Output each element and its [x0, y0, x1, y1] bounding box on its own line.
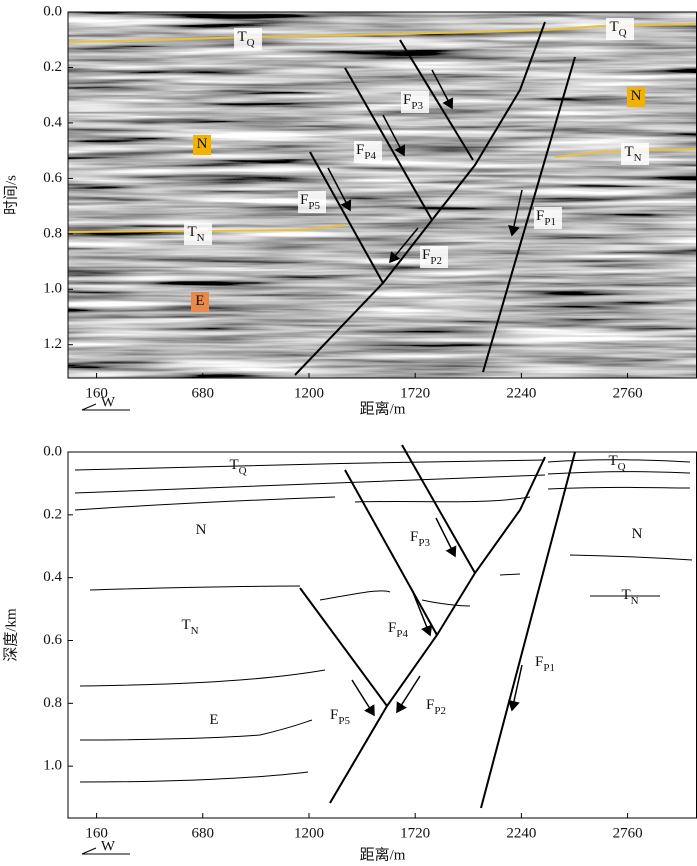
x-tick-label: 1200 [294, 385, 324, 401]
annotation-sub: Q [239, 465, 247, 477]
horizon [90, 555, 692, 606]
annotation-sub: N [197, 232, 205, 244]
annotation: E [209, 712, 218, 728]
annotation-sub: P4 [396, 628, 408, 640]
y-tick-label: 0.6 [43, 632, 62, 648]
y-axis-label: 时间/s [2, 175, 19, 215]
annotation-text: T [609, 19, 618, 35]
annotation-text: F [403, 92, 411, 108]
annotation: E [195, 293, 204, 309]
arrow [397, 676, 420, 712]
y-tick-label: 1.2 [43, 336, 62, 352]
x-axis-label: 距离/m [360, 400, 406, 417]
x-axis-label: 距离/m [360, 846, 406, 863]
annotation-text: N [197, 136, 208, 152]
annotation-text: T [237, 29, 246, 45]
y-tick-label: 1.0 [43, 758, 62, 774]
annotation-text: F [422, 247, 430, 263]
x-tick-label: 1720 [400, 385, 430, 401]
annotation-text: F [330, 707, 338, 723]
annotation: N [632, 526, 643, 542]
annotation-text: T [181, 617, 190, 633]
annotation-sub: Q [619, 27, 627, 39]
annotation-text: T [621, 587, 630, 603]
annotation-text: F [410, 529, 418, 545]
fault-fp5 [300, 588, 387, 706]
seismic-panel [68, 12, 697, 378]
arrow [412, 590, 430, 635]
annotation-sub: P2 [434, 705, 446, 717]
annotation-text: E [195, 293, 204, 309]
annotation-sub: N [191, 625, 199, 637]
horizon [75, 472, 690, 493]
annotation-text: E [209, 712, 218, 728]
figure: 0.00.20.40.60.81.01.21606801200172022402… [0, 0, 697, 866]
annotation-sub: Q [618, 461, 626, 473]
y-tick-label: 0.8 [43, 695, 62, 711]
y-tick-label: 0.8 [43, 225, 62, 241]
annotation-sub: P5 [338, 715, 350, 727]
annotation-text: N [631, 88, 642, 104]
plot-frame [68, 452, 697, 818]
annotation-text: N [632, 526, 643, 542]
y-tick-label: 1.0 [43, 281, 62, 297]
annotation-sub: N [634, 152, 642, 164]
x-tick-label: 680 [192, 385, 215, 401]
x-tick-label: 680 [192, 825, 215, 841]
y-tick-label: 0.0 [43, 443, 62, 459]
y-axis-label: 深度/km [2, 608, 19, 662]
annotation-sub: N [631, 595, 639, 607]
annotation: N [197, 136, 208, 152]
direction-label: W [101, 394, 116, 410]
annotation-text: T [187, 224, 196, 240]
annotation-sub: P2 [430, 255, 442, 267]
direction-label: W [101, 838, 116, 854]
annotation-sub: P1 [544, 216, 556, 228]
fault-fp1 [481, 452, 575, 808]
annotation-text: T [608, 453, 617, 469]
annotation-text: N [196, 522, 207, 538]
x-tick-label: 1720 [400, 825, 430, 841]
x-tick-label: 2760 [613, 385, 643, 401]
horizon [80, 772, 308, 782]
y-tick-label: 0.6 [43, 170, 62, 186]
annotation-text: F [536, 208, 544, 224]
y-tick-label: 0.2 [43, 59, 62, 75]
fault-fp4 [345, 470, 437, 635]
annotation-text: T [229, 457, 238, 473]
y-tick-label: 0.2 [43, 506, 62, 522]
horizon [75, 487, 690, 510]
annotation-sub: P4 [364, 150, 376, 162]
horizon [80, 720, 312, 740]
arrow [436, 518, 455, 556]
annotation-text: F [356, 142, 364, 158]
annotation: N [196, 522, 207, 538]
annotation-sub: P5 [308, 200, 320, 212]
y-tick-label: 0.4 [43, 114, 62, 130]
x-tick-label: 2240 [506, 385, 536, 401]
y-tick-label: 0.4 [43, 569, 62, 585]
annotation-sub: P3 [411, 100, 423, 112]
annotation: N [631, 88, 642, 104]
annotation-sub: P1 [543, 662, 555, 674]
annotation-text: F [426, 697, 434, 713]
annotation-text: F [535, 654, 543, 670]
y-tick-label: 0.0 [43, 3, 62, 19]
annotation-text: F [300, 192, 308, 208]
horizon [80, 670, 325, 686]
x-tick-label: 1200 [294, 825, 324, 841]
annotation-sub: Q [247, 37, 255, 49]
annotation-text: T [624, 144, 633, 160]
annotation-sub: P3 [418, 537, 430, 549]
depth-panel [75, 445, 692, 808]
annotation-text: F [388, 620, 396, 636]
x-tick-label: 2240 [506, 825, 536, 841]
x-tick-label: 2760 [613, 825, 643, 841]
horizon [75, 460, 690, 470]
fault-fp3 [402, 445, 475, 573]
seismic-image [68, 12, 697, 378]
